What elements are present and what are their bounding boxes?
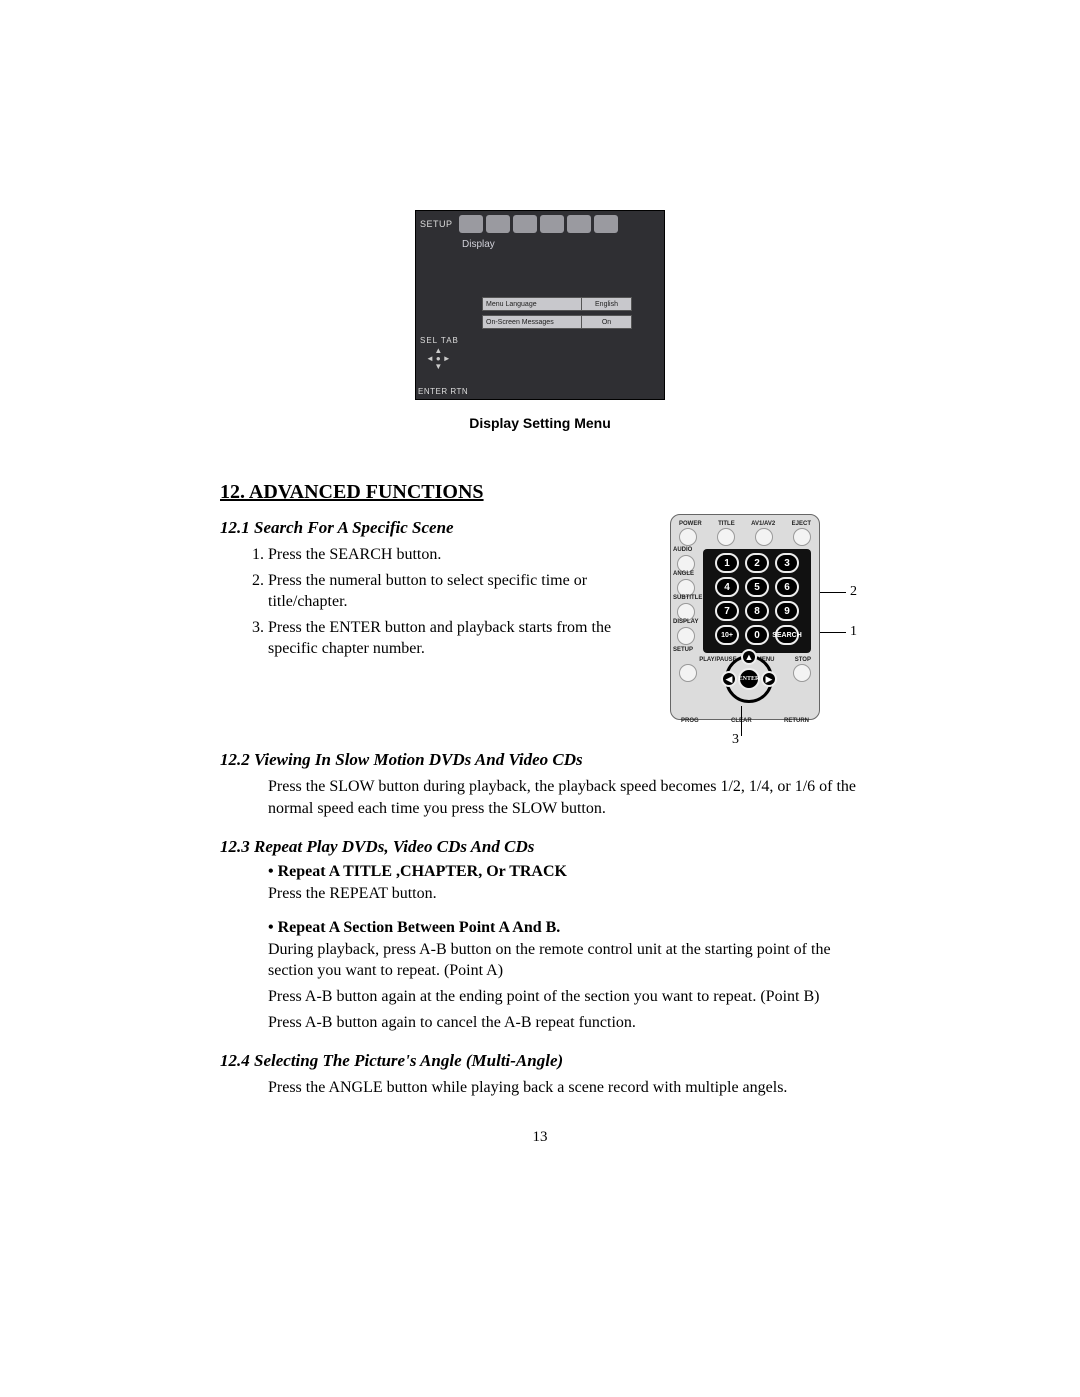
dpad: ▲ ◀ ▶ ENTER [721,651,777,707]
body-text: Press A-B button again at the ending poi… [268,986,860,1008]
setup-label: SETUP [420,219,453,229]
section-title: 12. ADVANCED FUNCTIONS [220,481,860,504]
body-text: Press A-B button again to cancel the A-B… [268,1012,860,1034]
num-5-button: 5 [745,577,769,597]
num-4-button: 4 [715,577,739,597]
remote-body: POWER TITLE AV1/AV2 EJECT AUDIO ANGLE SU… [670,514,820,720]
av-button-icon [755,528,773,546]
num-8-button: 8 [745,601,769,621]
on-screen-messages-label: On-Screen Messages [482,315,582,329]
av-label: AV1/AV2 [751,521,775,527]
callout-line-icon [820,632,846,633]
num-0-button: 0 [745,625,769,645]
stop-label: STOP [795,657,811,663]
setup-tab-icon [594,215,618,233]
bullet-repeat-title: Repeat A TITLE ,CHAPTER, Or TRACK [268,863,860,881]
setup-tab-icon [513,215,537,233]
eject-button-icon [793,528,811,546]
screenshot-figure: SETUP Display Menu Language English On-S… [220,210,860,431]
step-item: Press the numeral button to select speci… [268,570,652,613]
setup-tab-icon [567,215,591,233]
prog-label: PROG [681,718,699,724]
subtitle-label: SUBTITLE [673,595,702,601]
step-item: Press the ENTER button and playback star… [268,617,652,660]
manual-page: SETUP Display Menu Language English On-S… [0,0,1080,1246]
screenshot-caption: Display Setting Menu [220,415,860,431]
stop-button-icon [793,664,811,682]
bullet-repeat-ab: Repeat A Section Between Point A And B. [268,919,860,937]
setup-button-icon [679,664,697,682]
page-number: 13 [220,1129,860,1146]
menu-language-value: English [582,297,632,311]
remote-diagram: POWER TITLE AV1/AV2 EJECT AUDIO ANGLE SU… [670,514,860,720]
left-arrow-icon: ◀ [721,671,737,687]
enter-button-icon: ENTER [738,668,760,690]
num-2-button: 2 [745,553,769,573]
power-button-icon [679,528,697,546]
display-setting-menu-screenshot: SETUP Display Menu Language English On-S… [415,210,665,400]
setup-tab-icon [459,215,483,233]
body-text: Press the REPEAT button. [268,883,860,905]
setup-tab-icon [540,215,564,233]
return-label: RETURN [784,718,809,724]
angle-label: ANGLE [673,571,694,577]
num-6-button: 6 [775,577,799,597]
number-pad: 1 2 3 4 5 6 7 8 9 10+ [703,549,811,653]
menu-language-label: Menu Language [482,297,582,311]
num-1-button: 1 [715,553,739,573]
num-7-button: 7 [715,601,739,621]
subsection-heading-12-1: 12.1 Search For A Specific Scene [220,518,652,538]
subsection-heading-12-3: 12.3 Repeat Play DVDs, Video CDs And CDs [220,837,860,857]
menu-row: On-Screen Messages On [482,315,632,329]
right-arrow-icon: ▶ [761,671,777,687]
body-text: Press the ANGLE button while playing bac… [268,1077,860,1099]
steps-list: Press the SEARCH button. Press the numer… [268,544,652,660]
num-3-button: 3 [775,553,799,573]
title-label: TITLE [718,521,735,527]
callout-line-icon [820,592,846,593]
display-heading: Display [462,239,495,250]
setup-tab-icon [486,215,510,233]
callout-2: 2 [850,584,857,600]
num-10plus-button: 10+ [715,625,739,645]
callout-line-icon [741,706,742,736]
callout-1: 1 [850,624,857,640]
display-label: DISPLAY [673,619,698,625]
subsection-heading-12-4: 12.4 Selecting The Picture's Angle (Mult… [220,1051,860,1071]
audio-label: AUDIO [673,547,692,553]
title-button-icon [717,528,735,546]
enter-rtn-label: ENTER RTN [418,387,468,396]
callout-3: 3 [732,732,739,748]
body-text: Press the SLOW button during playback, t… [268,776,860,819]
sel-tab-label: SEL TAB [420,336,459,345]
step-item: Press the SEARCH button. [268,544,652,566]
on-screen-messages-value: On [582,315,632,329]
up-arrow-icon: ▲ [741,649,757,665]
setup-label: SETUP [673,647,693,653]
arrow-hint-icon: ▲◄ ● ►▼ [426,347,451,371]
menu-row: Menu Language English [482,297,632,311]
num-9-button: 9 [775,601,799,621]
power-label: POWER [679,521,702,527]
eject-label: EJECT [792,521,811,527]
body-text: During playback, press A-B button on the… [268,939,860,982]
subsection-heading-12-2: 12.2 Viewing In Slow Motion DVDs And Vid… [220,750,860,770]
search-button: SEARCH [775,625,799,645]
display-button-icon [677,627,695,645]
